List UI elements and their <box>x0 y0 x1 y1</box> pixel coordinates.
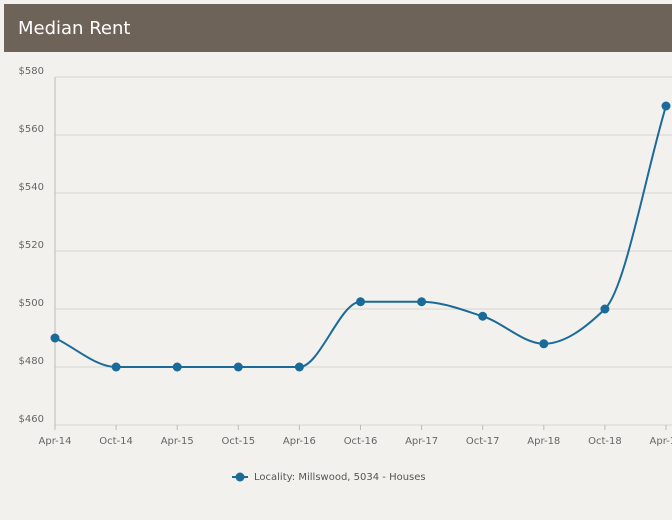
data-point <box>356 297 365 307</box>
data-point <box>661 101 671 111</box>
y-tick-label: $460 <box>19 414 44 425</box>
data-point <box>539 339 549 349</box>
x-tick-label: Oct-18 <box>588 436 622 447</box>
data-point <box>478 311 488 321</box>
data-point <box>172 362 182 372</box>
y-tick-label: $580 <box>19 66 44 77</box>
chart-title: Median Rent <box>18 18 130 39</box>
x-tick-label: Apr-19 <box>650 436 672 447</box>
x-tick-label: Oct-17 <box>466 436 500 447</box>
series-line <box>54 105 667 368</box>
data-point <box>50 333 60 343</box>
data-point <box>111 362 121 372</box>
y-tick-label: $540 <box>19 182 44 193</box>
x-tick-label: Oct-14 <box>99 436 133 447</box>
y-tick-label: $520 <box>19 240 44 251</box>
x-tick-label: Oct-16 <box>344 436 378 447</box>
x-tick-label: Apr-14 <box>39 436 72 447</box>
header-bar <box>4 4 672 52</box>
x-tick-label: Apr-18 <box>527 436 560 447</box>
data-point <box>233 362 243 372</box>
data-point <box>294 362 304 372</box>
y-tick-label: $560 <box>19 124 44 135</box>
x-tick-label: Apr-16 <box>283 436 316 447</box>
x-tick-label: Oct-15 <box>221 436 255 447</box>
x-tick-label: Apr-15 <box>161 436 194 447</box>
data-point <box>600 304 610 314</box>
y-tick-label: $480 <box>19 356 44 367</box>
legend-label: Locality: Millswood, 5034 - Houses <box>254 472 426 483</box>
data-point <box>417 297 427 307</box>
y-tick-label: $500 <box>19 298 44 309</box>
legend-marker <box>235 472 245 482</box>
x-tick-label: Apr-17 <box>405 436 438 447</box>
